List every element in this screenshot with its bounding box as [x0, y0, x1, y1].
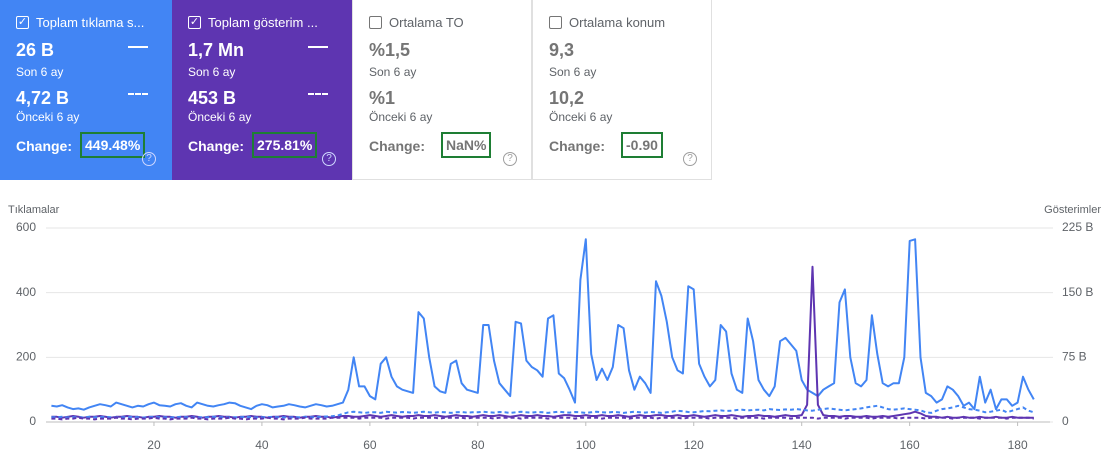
- x-tick-label: 140: [792, 438, 812, 452]
- metric-card[interactable]: ✓ Toplam tıklama s... 26 B Son 6 ay 4,72 B Ön…: [0, 0, 172, 180]
- y-tick-label: 600: [16, 220, 36, 234]
- y2-tick-label: 150 B: [1062, 285, 1093, 299]
- prev-value: 453 B: [188, 88, 237, 108]
- period-label: Son 6 ay: [549, 65, 597, 79]
- metric-value: 26 B: [16, 40, 55, 60]
- checkbox[interactable]: ✓: [16, 16, 29, 29]
- metric-value: %1,5: [369, 40, 411, 60]
- line-legend-icon: [128, 46, 148, 48]
- card-title: Ortalama konum: [569, 15, 666, 30]
- x-tick-label: 80: [471, 438, 485, 452]
- y-tick-label: 400: [16, 285, 36, 299]
- x-tick-label: 180: [1008, 438, 1028, 452]
- metric-card[interactable]: Ortalama konum 9,3 Son 6 ay 10,2 Önceki 6 ay…: [532, 0, 712, 180]
- prev-value: 10,2: [549, 88, 585, 108]
- prev-value: 4,72 B: [16, 88, 70, 108]
- change-value: 449.48%: [80, 132, 146, 158]
- prev-period-label: Önceki 6 ay: [16, 110, 80, 124]
- metric-card[interactable]: ✓ Toplam gösterim ... 1,7 Mn Son 6 ay 453 B Ö…: [172, 0, 352, 180]
- change-value: -0.90: [621, 132, 663, 158]
- prev-value: %1: [369, 88, 396, 108]
- help-icon[interactable]: ?: [322, 152, 336, 166]
- x-tick-label: 100: [576, 438, 596, 452]
- x-tick-label: 20: [147, 438, 161, 452]
- checkbox[interactable]: [549, 16, 562, 29]
- prev-period-label: Önceki 6 ay: [369, 110, 433, 124]
- dashed-legend-icon: [308, 93, 328, 95]
- change-value: 275.81%: [252, 132, 318, 158]
- help-icon[interactable]: ?: [503, 152, 517, 166]
- change-label: Change:: [369, 138, 425, 154]
- card-title: Ortalama TO: [389, 15, 464, 30]
- help-icon[interactable]: ?: [142, 152, 156, 166]
- card-title: Toplam tıklama s...: [36, 15, 145, 30]
- prev-period-label: Önceki 6 ay: [188, 110, 252, 124]
- y2-axis-title: Gösterimler: [1044, 204, 1101, 216]
- y2-tick-label: 75 B: [1062, 350, 1087, 364]
- y-tick-label: 200: [16, 350, 36, 364]
- previous-period-line: [51, 404, 1035, 419]
- x-tick-label: 120: [684, 438, 704, 452]
- x-tick-label: 160: [900, 438, 920, 452]
- prev-period-label: Önceki 6 ay: [549, 110, 613, 124]
- period-label: Son 6 ay: [16, 65, 64, 79]
- chart: Tıklamalar Gösterimler 0 200 400 600 0 75 B 150 …: [8, 204, 1101, 452]
- series-line: [51, 265, 1034, 419]
- series-line: [51, 238, 1035, 411]
- period-label: Son 6 ay: [369, 65, 417, 79]
- change-value: NaN%: [441, 132, 492, 158]
- period-label: Son 6 ay: [188, 65, 236, 79]
- dashed-legend-icon: [128, 93, 148, 95]
- checkbox[interactable]: ✓: [188, 16, 201, 29]
- x-tick-label: 40: [255, 438, 269, 452]
- y-axis-title: Tıklamalar: [8, 204, 60, 216]
- change-label: Change:: [16, 138, 72, 154]
- card-title: Toplam gösterim ...: [208, 15, 318, 30]
- y-tick-label: 0: [29, 414, 36, 428]
- y2-tick-label: 0: [1062, 414, 1069, 428]
- y2-tick-label: 225 B: [1062, 220, 1093, 234]
- change-label: Change:: [188, 138, 244, 154]
- help-icon[interactable]: ?: [683, 152, 697, 166]
- metric-value: 9,3: [549, 40, 575, 60]
- line-legend-icon: [308, 46, 328, 48]
- metric-card[interactable]: Ortalama TO %1,5 Son 6 ay %1 Önceki 6 ay Chan…: [352, 0, 532, 180]
- metric-value: 1,7 Mn: [188, 40, 245, 60]
- checkbox[interactable]: [369, 16, 382, 29]
- previous-period-line: [51, 416, 1034, 421]
- change-label: Change:: [549, 138, 605, 154]
- x-tick-label: 60: [363, 438, 377, 452]
